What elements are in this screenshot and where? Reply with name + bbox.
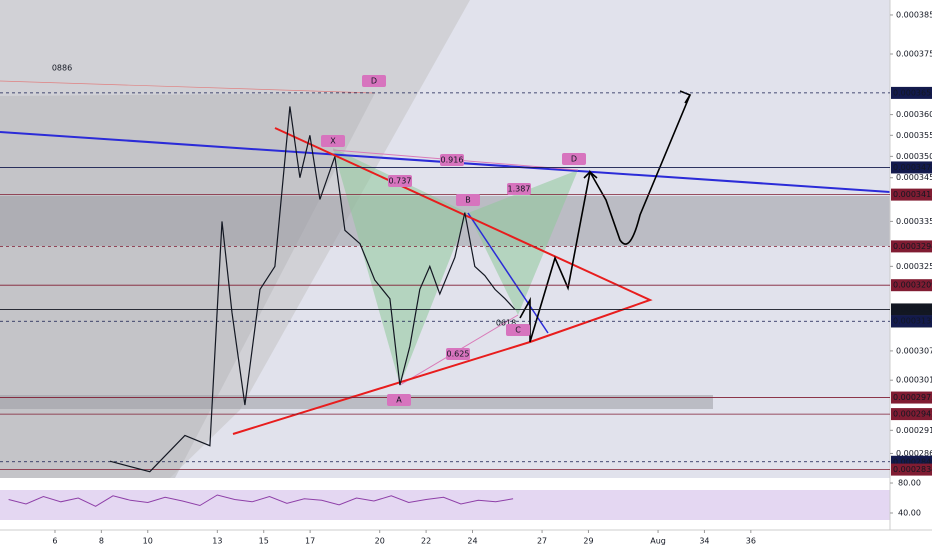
x-tick-label: 24 <box>467 537 477 546</box>
arrow-head <box>583 170 598 179</box>
y-tick-label: 0.0002865 <box>896 449 932 458</box>
x-tick-label: 36 <box>746 537 756 546</box>
pattern-label: 1.387 <box>508 185 531 194</box>
pattern-label-box <box>507 183 531 195</box>
x-tick-label: 34 <box>699 537 709 546</box>
pattern-label-box <box>387 394 411 406</box>
price-label-box <box>891 303 932 316</box>
pattern-label-box <box>321 135 345 147</box>
price-label: 0.0002942 <box>893 410 932 419</box>
x-tick-label: 6 <box>52 537 57 546</box>
price-label-box <box>891 240 932 253</box>
rsi-band <box>0 490 890 520</box>
rsi-tick-label: 80.00 <box>898 479 921 488</box>
price-label-box <box>891 408 932 421</box>
price-label: 0.0002975 <box>893 393 932 402</box>
zone <box>0 395 713 409</box>
x-tick-label: 10 <box>143 537 153 546</box>
x-tick-label: 15 <box>259 537 269 546</box>
pattern-label: 0.916 <box>441 156 464 165</box>
x-tick-label: 20 <box>375 537 385 546</box>
projection <box>519 94 691 343</box>
pattern-label-box <box>456 194 480 206</box>
x-tick-label: 13 <box>212 537 222 546</box>
price-label-box <box>891 86 932 99</box>
price-label: 0.0003294 <box>893 242 932 251</box>
pattern-label-box <box>562 153 586 165</box>
price-label: 0.0003209 <box>893 281 932 290</box>
pattern-label: 0886 <box>52 64 72 73</box>
harmonic-leg <box>333 148 468 385</box>
price-label: 0.0003411 <box>893 190 932 199</box>
x-tick-label: 17 <box>305 537 315 546</box>
pattern-label-box <box>440 154 464 166</box>
pattern-label: A <box>396 396 402 405</box>
price-label: 0.0003653 <box>893 88 932 97</box>
x-tick-label: 8 <box>99 537 104 546</box>
pattern-line <box>0 80 376 94</box>
rsi-tick-label: 40.00 <box>898 509 921 518</box>
arrow-head <box>679 90 692 104</box>
pattern-label: X <box>330 137 336 146</box>
price-label-box <box>891 315 932 328</box>
trendline <box>467 212 549 334</box>
price-label-box <box>891 161 932 174</box>
price-label: 0.0003132 <box>893 317 932 326</box>
pattern-label-box <box>388 175 412 187</box>
x-tick-label: 29 <box>583 537 593 546</box>
price-label-box <box>891 279 932 292</box>
price-line <box>109 106 516 473</box>
rsi-line <box>8 494 514 507</box>
pattern-label-box <box>446 348 470 360</box>
pattern-label: B <box>465 196 471 205</box>
pattern-label: C <box>515 326 521 335</box>
pattern-label: D <box>371 77 377 86</box>
pattern-label: 0.737 <box>389 177 412 186</box>
price-label-box <box>891 188 932 201</box>
x-tick-label: Aug <box>650 537 666 546</box>
pattern-label-box <box>362 75 386 87</box>
pattern-label-box <box>506 324 530 336</box>
price-label: 0.0002849 <box>893 457 932 466</box>
pattern-label: 0618 <box>496 319 516 328</box>
price-label: 0.0002834 <box>893 465 932 474</box>
price-label-box <box>891 463 932 476</box>
x-tick-label: 22 <box>421 537 431 546</box>
price-label: 0.0003474 <box>893 163 932 172</box>
pattern-label: 0.625 <box>447 350 470 359</box>
price-label-box <box>891 391 932 404</box>
x-tick-label: 27 <box>537 537 547 546</box>
pattern-label: D <box>571 155 577 164</box>
price-label: 0.0003157 <box>893 305 932 314</box>
